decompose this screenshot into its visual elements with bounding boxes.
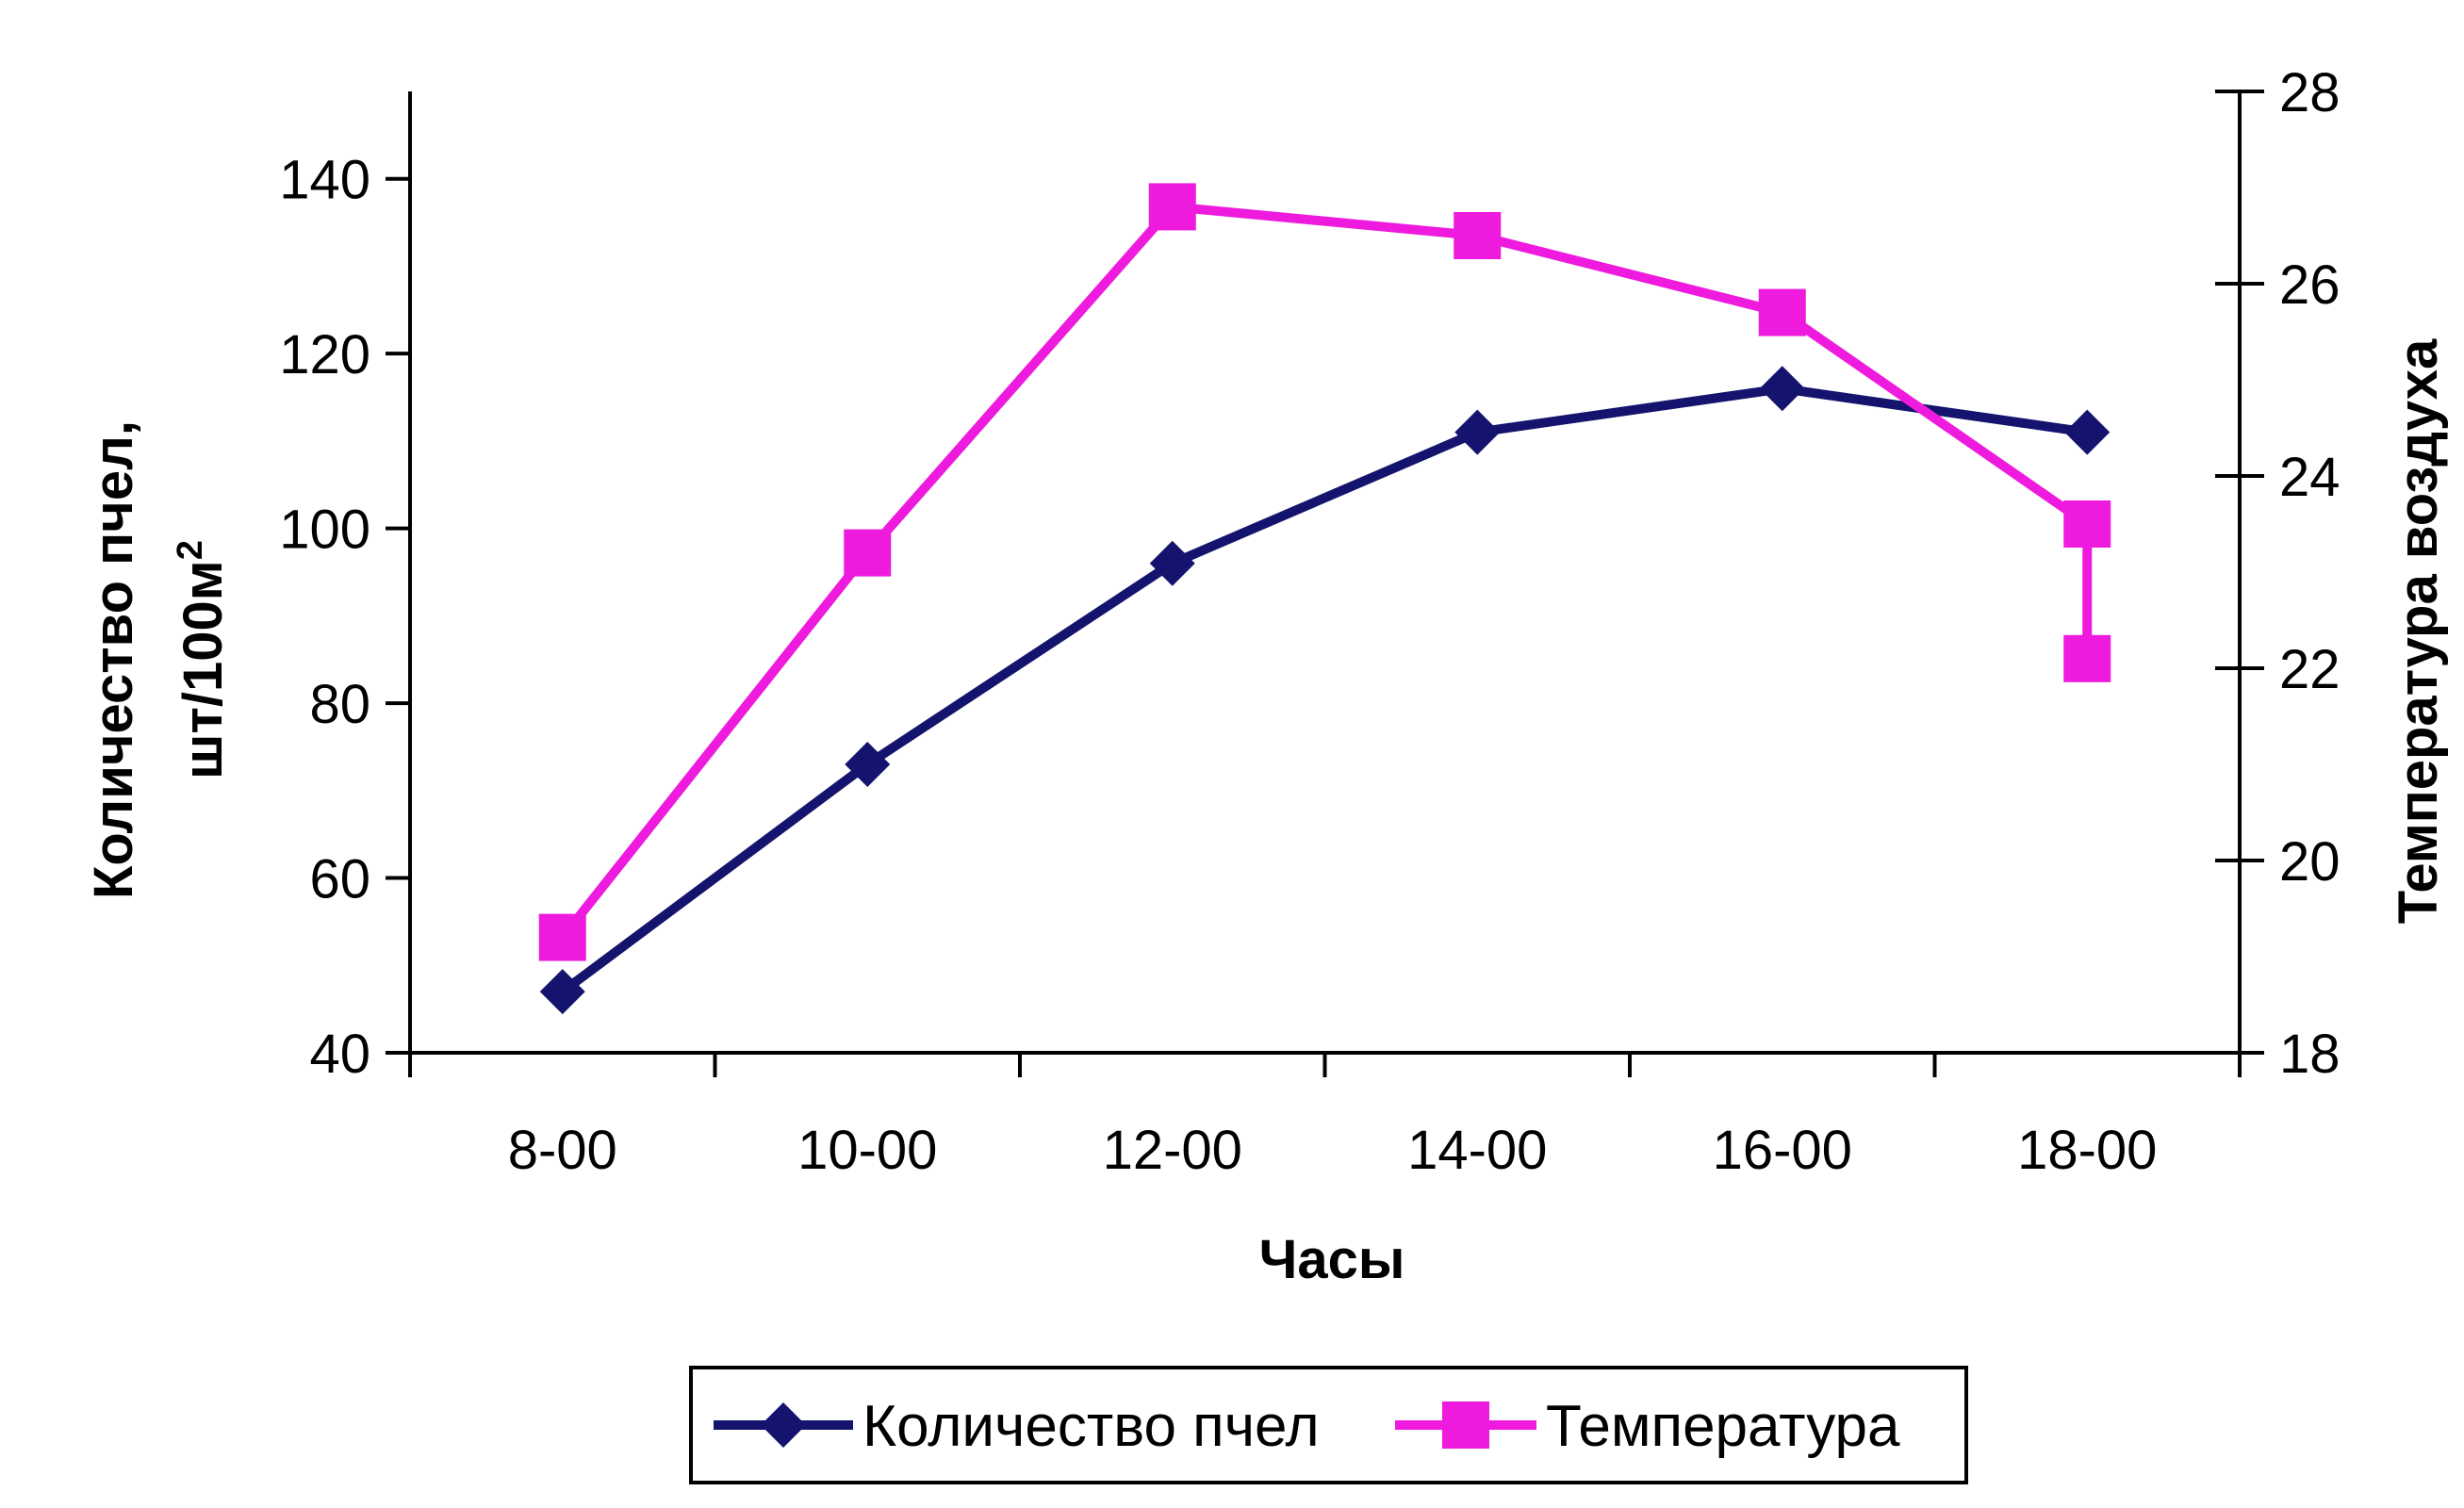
- legend-frame: [689, 1366, 1968, 1484]
- data-point-square: [844, 529, 892, 577]
- x-tick-label: 10-00: [797, 1120, 937, 1181]
- data-point-diamond: [539, 969, 585, 1015]
- data-point-diamond: [1149, 540, 1195, 586]
- left-y-axis-unit: шт/100м: [172, 560, 234, 779]
- data-point-square: [2063, 500, 2111, 548]
- series-temperature: [538, 183, 2111, 961]
- data-point-diamond: [1454, 409, 1501, 455]
- left-y-tick-label: 100: [279, 500, 370, 561]
- x-tick-label: 18-00: [2017, 1120, 2157, 1181]
- legend: Количество пчел Температура: [689, 1366, 1968, 1484]
- legend-marker-square: [1442, 1401, 1489, 1449]
- data-point-square: [1454, 212, 1502, 259]
- legend-item: Температура: [1395, 1394, 1900, 1459]
- series-bees-count: [539, 366, 2111, 1015]
- left-y-axis-title: Количество пчел, шт/100м2: [83, 420, 234, 899]
- left-y-tick-label: 120: [279, 324, 370, 385]
- data-point-square: [1148, 183, 1196, 231]
- left-y-tick-label: 40: [309, 1024, 370, 1085]
- right-y-tick-label: 20: [2279, 831, 2341, 893]
- left-y-axis-unit-superscript: 2: [171, 540, 210, 560]
- data-point-square: [1758, 288, 1806, 336]
- left-y-tick-label: 60: [309, 849, 370, 910]
- right-y-tick-label: 26: [2279, 254, 2341, 316]
- axes: [386, 90, 2264, 1077]
- data-point-diamond: [845, 742, 891, 787]
- legend-label: Температура: [1546, 1394, 1900, 1459]
- right-y-tick-label: 28: [2279, 62, 2341, 123]
- series-line: [558, 202, 2093, 941]
- series-line: [559, 384, 2088, 996]
- legend-marker-diamond: [761, 1402, 806, 1448]
- series-layer: [538, 183, 2111, 1015]
- left-y-tick-label: 140: [279, 150, 370, 211]
- x-tick-label: 8-00: [508, 1120, 617, 1181]
- right-y-tick-label: 24: [2279, 447, 2341, 508]
- right-y-tick-label: 18: [2279, 1024, 2341, 1085]
- x-tick-label: 16-00: [1713, 1120, 1852, 1181]
- right-y-tick-labels: 18 20 22 24 26 28: [2279, 62, 2341, 1085]
- left-y-tick-label: 80: [309, 674, 370, 735]
- legend-items: Количество пчел Температура: [714, 1394, 1900, 1459]
- data-point-square: [538, 913, 586, 961]
- x-tick-label: 14-00: [1407, 1120, 1547, 1181]
- right-y-tick-label: 22: [2279, 639, 2341, 700]
- data-point-diamond: [1759, 366, 1805, 412]
- legend-item: Количество пчел: [714, 1394, 1320, 1459]
- x-axis-title: Часы: [1259, 1229, 1405, 1290]
- right-y-axis-title: Температура воздуха: [2388, 338, 2449, 924]
- x-tick-label: 12-00: [1103, 1120, 1242, 1181]
- x-tick-labels: 8-00 10-00 12-00 14-00 16-00 18-00: [508, 1120, 2158, 1181]
- left-y-tick-labels: 40 60 80 100 120 140: [279, 150, 370, 1085]
- data-point-diamond: [2064, 409, 2111, 455]
- left-y-axis-title-line1: Количество пчел,: [83, 420, 144, 899]
- left-y-axis-title-line2: шт/100м2: [171, 540, 234, 779]
- legend-label: Количество пчел: [862, 1394, 1320, 1459]
- data-point-square: [2063, 634, 2111, 682]
